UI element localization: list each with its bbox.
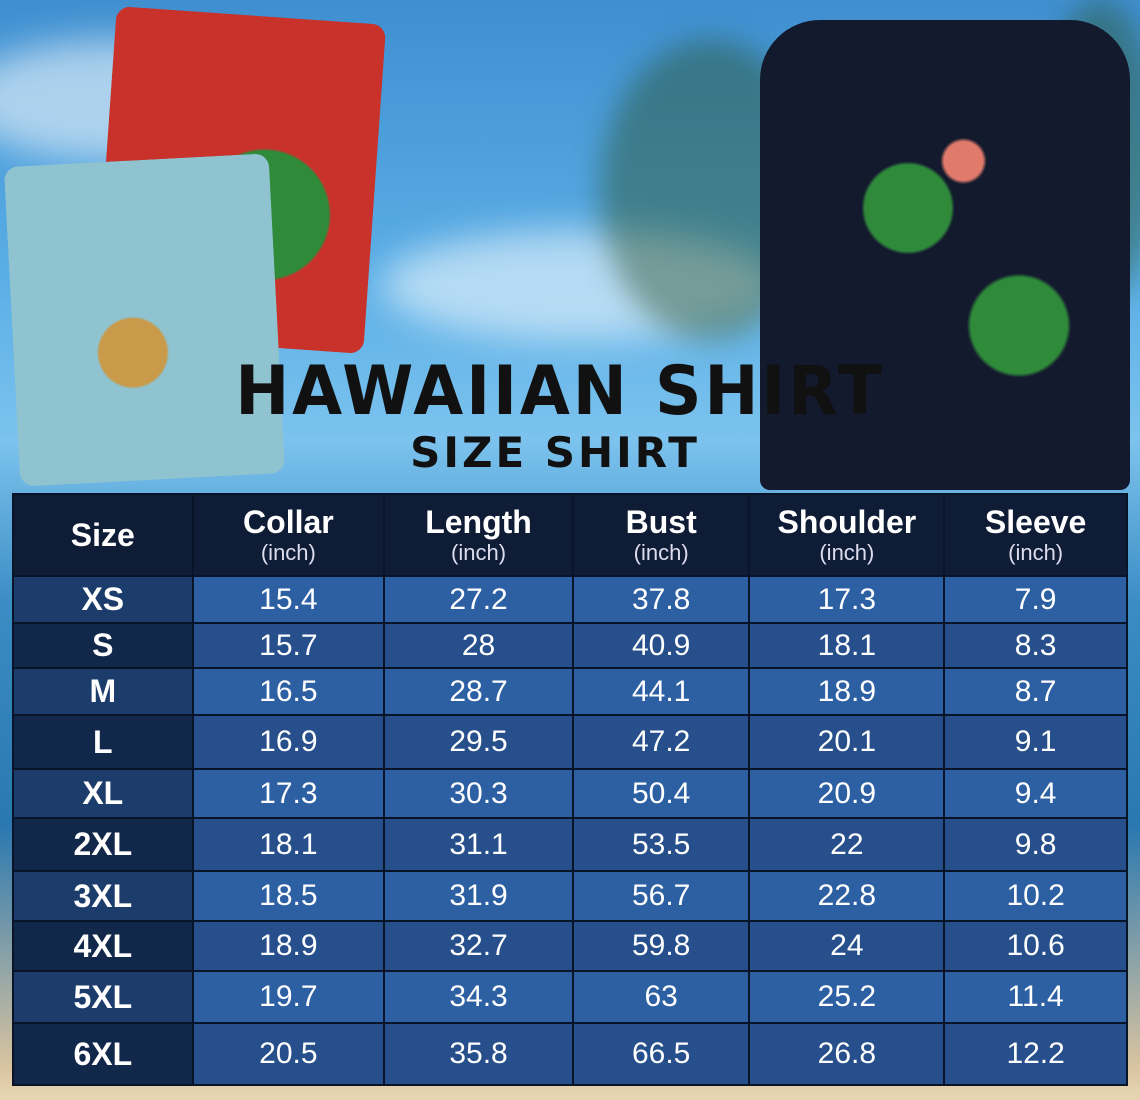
measurement-cell: 18.1 (750, 624, 944, 667)
table-row: M 16.5 28.7 44.1 18.9 8.7 (14, 669, 1126, 714)
measurement-cell: 50.4 (573, 770, 749, 817)
measurement-cell: 31.1 (385, 819, 572, 870)
measurement-cell: 44.1 (573, 669, 749, 714)
measurement-cell: 10.6 (945, 922, 1126, 970)
measurement-cell: 32.7 (385, 922, 572, 970)
page-subtitle: SIZE SHIRT (410, 428, 700, 477)
size-cell: M (14, 669, 192, 714)
column-header-shoulder: Shoulder (inch) (750, 495, 944, 575)
size-cell: XL (14, 770, 192, 817)
measurement-cell: 11.4 (945, 972, 1126, 1022)
measurement-cell: 9.1 (945, 716, 1126, 768)
column-header-collar: Collar (inch) (193, 495, 384, 575)
measurement-cell: 9.4 (945, 770, 1126, 817)
size-cell: 5XL (14, 972, 192, 1022)
measurement-cell: 16.9 (193, 716, 384, 768)
size-cell: XS (14, 577, 192, 622)
header-unit: (inch) (819, 540, 875, 565)
table-row: XL 17.3 30.3 50.4 20.9 9.4 (14, 770, 1126, 817)
measurement-cell: 24 (750, 922, 944, 970)
measurement-cell: 20.9 (750, 770, 944, 817)
header-label: Bust (625, 504, 697, 540)
header-unit: (inch) (633, 540, 689, 565)
measurement-cell: 35.8 (385, 1024, 572, 1084)
measurement-cell: 30.3 (385, 770, 572, 817)
measurement-cell: 34.3 (385, 972, 572, 1022)
cloud (380, 230, 780, 340)
measurement-cell: 18.9 (750, 669, 944, 714)
header-label: Length (425, 504, 532, 540)
table-row: S 15.7 28 40.9 18.1 8.3 (14, 624, 1126, 667)
measurement-cell: 47.2 (573, 716, 749, 768)
measurement-cell: 28.7 (385, 669, 572, 714)
measurement-cell: 16.5 (193, 669, 384, 714)
table-header-row: Size Collar (inch) Length (inch) Bust (inch) Sh… (14, 495, 1126, 575)
size-cell: 3XL (14, 872, 192, 920)
table-row: 3XL 18.5 31.9 56.7 22.8 10.2 (14, 872, 1126, 920)
measurement-cell: 22 (750, 819, 944, 870)
table-row: 2XL 18.1 31.1 53.5 22 9.8 (14, 819, 1126, 870)
measurement-cell: 10.2 (945, 872, 1126, 920)
measurement-cell: 25.2 (750, 972, 944, 1022)
header-label: Size (70, 517, 135, 553)
measurement-cell: 18.5 (193, 872, 384, 920)
measurement-cell: 18.9 (193, 922, 384, 970)
header-label: Shoulder (777, 504, 917, 540)
table-row: L 16.9 29.5 47.2 20.1 9.1 (14, 716, 1126, 768)
measurement-cell: 29.5 (385, 716, 572, 768)
measurement-cell: 26.8 (750, 1024, 944, 1084)
measurement-cell: 37.8 (573, 577, 749, 622)
model-flamingo-shirt-image (760, 20, 1130, 490)
header-label: Collar (243, 504, 334, 540)
measurement-cell: 59.8 (573, 922, 749, 970)
measurement-cell: 7.9 (945, 577, 1126, 622)
measurement-cell: 22.8 (750, 872, 944, 920)
measurement-cell: 17.3 (193, 770, 384, 817)
header-unit: (inch) (451, 540, 507, 565)
table-row: XS 15.4 27.2 37.8 17.3 7.9 (14, 577, 1126, 622)
size-cell: L (14, 716, 192, 768)
measurement-cell: 53.5 (573, 819, 749, 870)
measurement-cell: 63 (573, 972, 749, 1022)
size-cell: 2XL (14, 819, 192, 870)
measurement-cell: 12.2 (945, 1024, 1126, 1084)
size-chart-table: Size Collar (inch) Length (inch) Bust (inch) Sh… (12, 493, 1128, 1086)
measurement-cell: 17.3 (750, 577, 944, 622)
measurement-cell: 40.9 (573, 624, 749, 667)
header-unit: (inch) (260, 540, 316, 565)
measurement-cell: 20.1 (750, 716, 944, 768)
page-title: HAWAIIAN SHIRT (235, 352, 885, 431)
measurement-cell: 15.4 (193, 577, 384, 622)
table-row: 4XL 18.9 32.7 59.8 24 10.6 (14, 922, 1126, 970)
measurement-cell: 9.8 (945, 819, 1126, 870)
measurement-cell: 8.3 (945, 624, 1126, 667)
measurement-cell: 15.7 (193, 624, 384, 667)
measurement-cell: 28 (385, 624, 572, 667)
header-label: Sleeve (984, 504, 1087, 540)
measurement-cell: 27.2 (385, 577, 572, 622)
measurement-cell: 31.9 (385, 872, 572, 920)
measurement-cell: 56.7 (573, 872, 749, 920)
measurement-cell: 20.5 (193, 1024, 384, 1084)
header-unit: (inch) (1008, 540, 1064, 565)
measurement-cell: 18.1 (193, 819, 384, 870)
column-header-bust: Bust (inch) (573, 495, 749, 575)
table-row: 5XL 19.7 34.3 63 25.2 11.4 (14, 972, 1126, 1022)
size-cell: 6XL (14, 1024, 192, 1084)
column-header-length: Length (inch) (385, 495, 572, 575)
table-row: 6XL 20.5 35.8 66.5 26.8 12.2 (14, 1024, 1126, 1084)
column-header-size: Size (14, 495, 192, 575)
measurement-cell: 8.7 (945, 669, 1126, 714)
column-header-sleeve: Sleeve (inch) (945, 495, 1126, 575)
size-cell: S (14, 624, 192, 667)
measurement-cell: 19.7 (193, 972, 384, 1022)
size-cell: 4XL (14, 922, 192, 970)
measurement-cell: 66.5 (573, 1024, 749, 1084)
